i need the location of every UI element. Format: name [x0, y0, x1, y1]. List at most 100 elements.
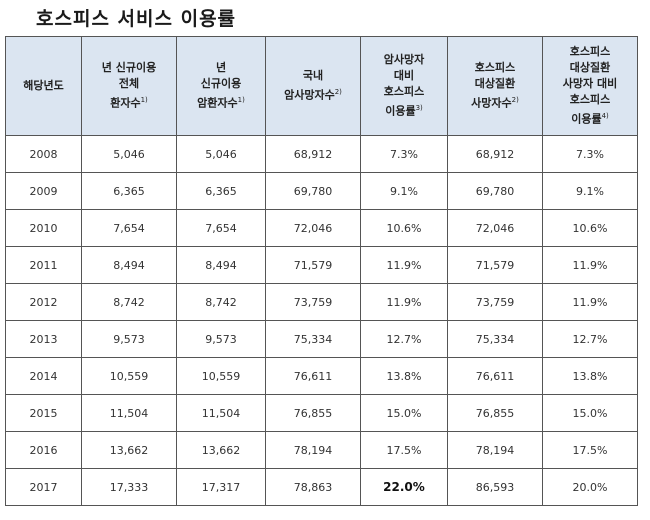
table-cell: 71,579: [447, 246, 543, 284]
footnote-marker: 4): [601, 112, 609, 121]
hospice-usage-table: 해당년도 년 신규이용 전체 환자수1) 년 신규이용 암환자수1) 국내 암사망자수2) 암사망…: [5, 36, 638, 506]
table-cell: 9.1%: [360, 172, 448, 210]
column-header-line: 환자수1): [110, 96, 148, 110]
table-cell: 8,494: [81, 246, 177, 284]
column-header-line: 호스피스: [474, 61, 516, 75]
table-cell: 76,855: [265, 394, 361, 432]
table-row: 2009 6,365 6,365 69,780 9.1% 69,780 9.1%: [5, 172, 638, 210]
table-cell: 10,559: [176, 357, 266, 395]
table-cell: 17,333: [81, 468, 177, 506]
table-cell: 7.3%: [360, 135, 448, 173]
column-header-line: 사망자수2): [471, 96, 519, 110]
year-cell: 2008: [5, 135, 82, 173]
table-cell: 17.5%: [542, 431, 638, 469]
table-cell: 7,654: [176, 209, 266, 247]
table-row: 2012 8,742 8,742 73,759 11.9% 73,759 11.9%: [5, 283, 638, 321]
table-cell: 20.0%: [542, 468, 638, 506]
column-header-line: 년 신규이용: [101, 61, 157, 75]
table-cell: 13,662: [176, 431, 266, 469]
column-header-line: 암사망자: [383, 53, 425, 67]
table-cell: 9,573: [81, 320, 177, 358]
table-cell: 72,046: [265, 209, 361, 247]
table-cell: 5,046: [81, 135, 177, 173]
table-row: 2013 9,573 9,573 75,334 12.7% 75,334 12.7%: [5, 320, 638, 358]
year-cell: 2016: [5, 431, 82, 469]
column-header-line: 대비: [393, 69, 415, 83]
footnote-marker: 1): [140, 96, 148, 105]
column-header-line: 사망자 대비: [562, 77, 618, 91]
table-header-row: 해당년도 년 신규이용 전체 환자수1) 년 신규이용 암환자수1) 국내 암사망자수2) 암사망…: [5, 36, 638, 136]
table-cell: 78,863: [265, 468, 361, 506]
table-cell: 73,759: [265, 283, 361, 321]
table-row: 2016 13,662 13,662 78,194 17.5% 78,194 17.5%: [5, 431, 638, 469]
table-cell: 17,317: [176, 468, 266, 506]
table-cell: 11,504: [176, 394, 266, 432]
table-cell: 72,046: [447, 209, 543, 247]
table-cell: 11.9%: [542, 283, 638, 321]
table-row: 2008 5,046 5,046 68,912 7.3% 68,912 7.3%: [5, 135, 638, 173]
footnote-marker: 3): [415, 104, 423, 113]
table-cell: 76,611: [265, 357, 361, 395]
table-row: 2014 10,559 10,559 76,611 13.8% 76,611 13.8%: [5, 357, 638, 395]
column-header: 해당년도: [5, 36, 82, 136]
column-header: 년 신규이용 암환자수1): [176, 36, 266, 136]
table-cell: 12.7%: [542, 320, 638, 358]
table-cell: 15.0%: [542, 394, 638, 432]
table-cell: 76,855: [447, 394, 543, 432]
table-cell: 12.7%: [360, 320, 448, 358]
column-header: 호스피스 대상질환 사망자 대비 호스피스 이용률4): [542, 36, 638, 136]
table-row: 2011 8,494 8,494 71,579 11.9% 71,579 11.9%: [5, 246, 638, 284]
table-cell: 10,559: [81, 357, 177, 395]
footnote-marker: 2): [334, 88, 342, 97]
year-cell: 2009: [5, 172, 82, 210]
table-cell: 69,780: [265, 172, 361, 210]
table-cell: 8,742: [81, 283, 177, 321]
table-cell: 15.0%: [360, 394, 448, 432]
table-cell: 7,654: [81, 209, 177, 247]
table-cell: 13.8%: [542, 357, 638, 395]
table-row: 2010 7,654 7,654 72,046 10.6% 72,046 10.6%: [5, 209, 638, 247]
table-cell: 17.5%: [360, 431, 448, 469]
table-cell: 6,365: [81, 172, 177, 210]
table-cell: 69,780: [447, 172, 543, 210]
year-cell: 2013: [5, 320, 82, 358]
table-cell: 22.0%: [360, 468, 448, 506]
table-cell: 68,912: [447, 135, 543, 173]
table-cell: 8,742: [176, 283, 266, 321]
table-cell: 9,573: [176, 320, 266, 358]
table-cell: 78,194: [447, 431, 543, 469]
table-row: 2017 17,333 17,317 78,863 22.0% 86,593 20.0%: [5, 468, 638, 506]
table-row: 2015 11,504 11,504 76,855 15.0% 76,855 15.0%: [5, 394, 638, 432]
column-header-line: 호스피스: [569, 45, 611, 59]
table-cell: 76,611: [447, 357, 543, 395]
column-header-line: 대상질환: [474, 77, 516, 91]
table-body: 2008 5,046 5,046 68,912 7.3% 68,912 7.3% 2009 6,…: [5, 135, 638, 506]
year-cell: 2010: [5, 209, 82, 247]
table-cell: 75,334: [447, 320, 543, 358]
table-cell: 71,579: [265, 246, 361, 284]
column-header-line: 신규이용: [200, 77, 242, 91]
table-cell: 6,365: [176, 172, 266, 210]
table-cell: 78,194: [265, 431, 361, 469]
table-cell: 11.9%: [542, 246, 638, 284]
column-header: 국내 암사망자수2): [265, 36, 361, 136]
table-cell: 9.1%: [542, 172, 638, 210]
table-cell: 11,504: [81, 394, 177, 432]
column-header-line: 해당년도: [23, 79, 64, 92]
table-cell: 13.8%: [360, 357, 448, 395]
column-header-line: 국내: [302, 69, 324, 83]
year-cell: 2011: [5, 246, 82, 284]
footnote-marker: 2): [511, 96, 519, 105]
table-cell: 11.9%: [360, 283, 448, 321]
year-cell: 2015: [5, 394, 82, 432]
page-title: 호스피스 서비스 이용률: [36, 8, 237, 30]
table-cell: 7.3%: [542, 135, 638, 173]
column-header-line: 호스피스: [569, 93, 611, 107]
year-cell: 2012: [5, 283, 82, 321]
column-header-line: 전체: [118, 77, 140, 91]
table-cell: 75,334: [265, 320, 361, 358]
table-cell: 11.9%: [360, 246, 448, 284]
column-header-line: 호스피스: [383, 85, 425, 99]
footnote-marker: 1): [237, 96, 245, 105]
